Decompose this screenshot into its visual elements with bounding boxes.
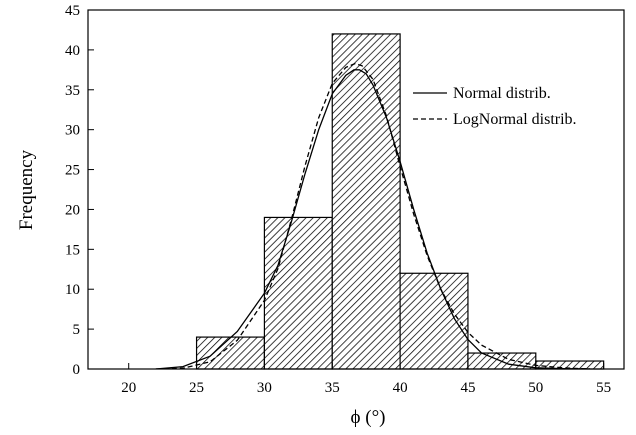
legend-label: Normal distrib.	[453, 85, 551, 102]
y-axis-title: Frequency	[16, 149, 37, 230]
plot-border	[87, 9, 625, 370]
histogram-bar-35-40	[331, 33, 401, 370]
x-tick-label: 30	[257, 380, 272, 396]
y-tick-label: 0	[73, 362, 81, 378]
histogram-bar-25-30	[195, 336, 266, 370]
y-tick-label: 40	[65, 43, 80, 59]
x-axis-title: ϕ (°)	[350, 407, 385, 428]
legend-label: LogNormal distrib.	[453, 111, 577, 128]
y-tick-label: 45	[65, 3, 80, 19]
x-tick-label: 55	[596, 380, 611, 396]
x-tick-label: 40	[393, 380, 408, 396]
histogram-bar-30-35	[263, 216, 333, 370]
x-tick-label: 25	[189, 380, 204, 396]
histogram-bars	[195, 33, 605, 370]
y-tick-label: 10	[65, 282, 80, 298]
y-tick-label: 30	[65, 123, 80, 139]
x-tick-label: 20	[121, 380, 136, 396]
histogram-bar-40-45	[399, 272, 469, 370]
y-tick-label: 25	[65, 163, 80, 179]
x-tick-label: 45	[460, 380, 475, 396]
x-axis-ticks: 20 25 30 35 40 45 50 55	[121, 363, 611, 396]
y-axis-ticks: 0 5 10 15 20 25 30 35 40 45	[65, 3, 94, 378]
normal-curve	[155, 69, 591, 369]
plot-frame	[87, 9, 625, 370]
lognormal-curve	[155, 62, 591, 369]
y-tick-label: 20	[65, 202, 80, 218]
x-tick-label: 35	[325, 380, 340, 396]
y-tick-label: 15	[65, 242, 80, 258]
y-tick-label: 5	[73, 322, 81, 338]
y-tick-label: 35	[65, 83, 80, 99]
distribution-curves	[155, 62, 591, 369]
x-tick-label: 50	[528, 380, 543, 396]
legend: Normal distrib. LogNormal distrib.	[413, 85, 577, 128]
